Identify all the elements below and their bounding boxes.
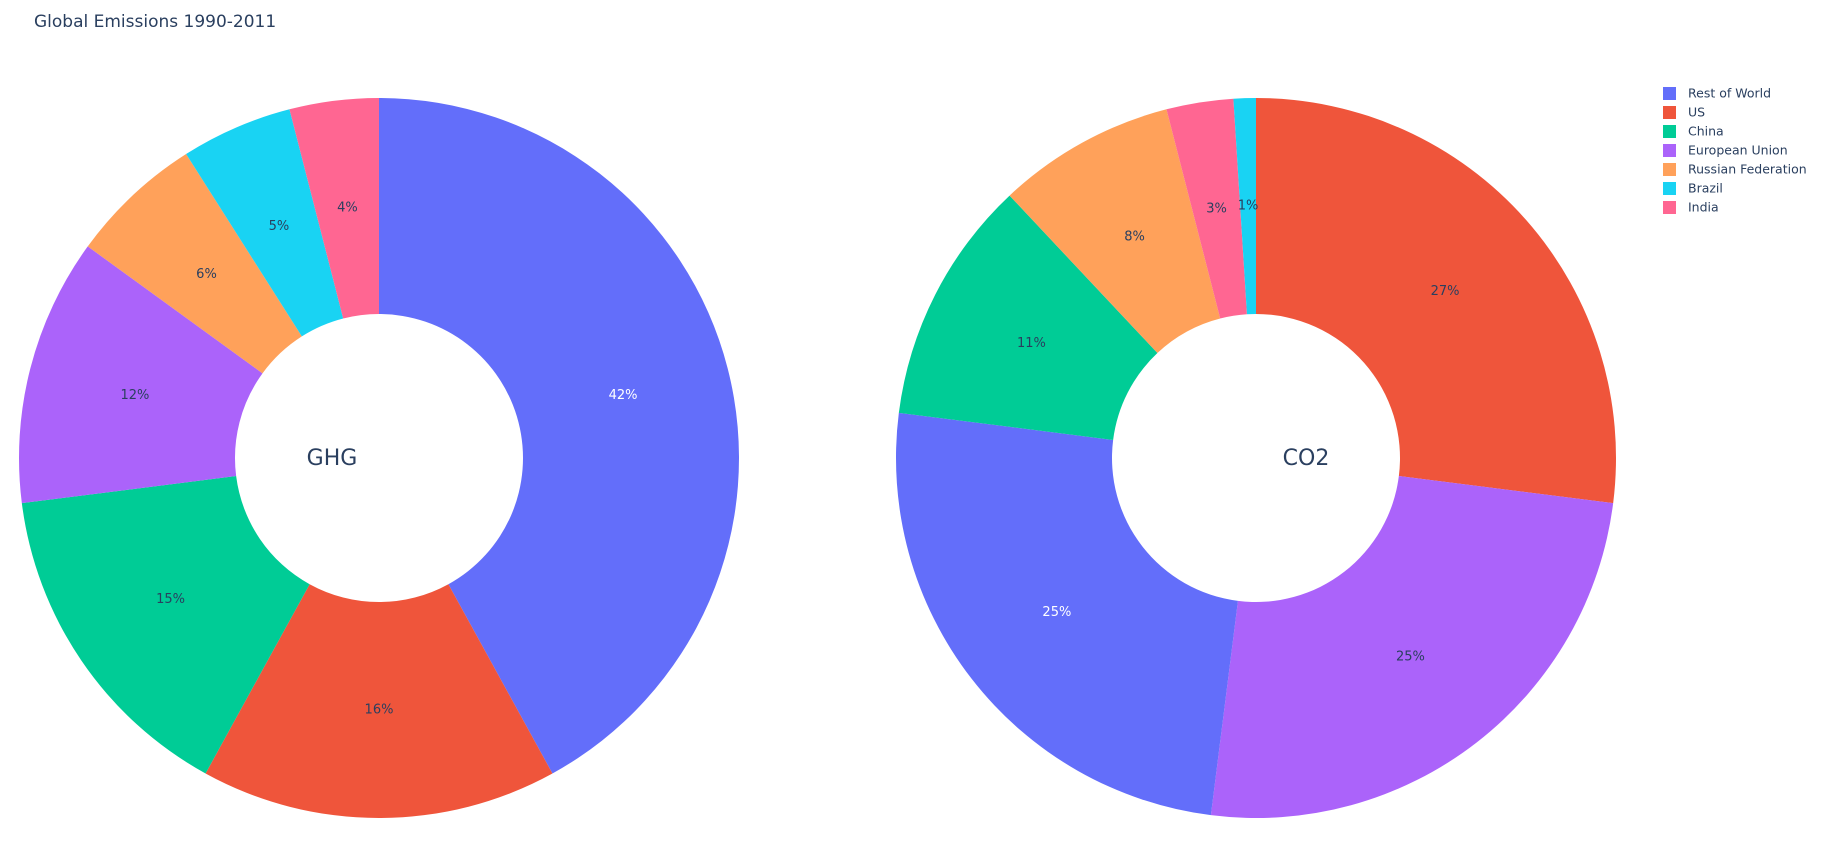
slice-ghg-us[interactable] <box>205 584 553 818</box>
donut-co2: 27% 25% 25% 11% 8% 3% 1% CO2 <box>895 98 1617 818</box>
slice-label-co2-india: 3% <box>1206 202 1227 217</box>
legend-item-india[interactable]: India <box>1663 200 1719 215</box>
slice-label-co2-brazil: 1% <box>1238 199 1259 214</box>
legend-item-european-union[interactable]: European Union <box>1663 143 1788 158</box>
slice-ghg-rest-of-world[interactable] <box>379 98 740 774</box>
legend-label-india: India <box>1688 200 1719 215</box>
donut-ghg: 42% 16% 15% 12% 6% 5% 4% GHG <box>19 98 740 818</box>
legend-item-us[interactable]: US <box>1663 105 1705 120</box>
legend-swatch-rest-of-world <box>1663 87 1676 100</box>
legend-label-brazil: Brazil <box>1688 181 1723 196</box>
legend-item-russian-federation[interactable]: Russian Federation <box>1663 162 1807 177</box>
legend: Rest of World US China European Union Russia… <box>1663 86 1807 215</box>
slice-co2-brazil[interactable] <box>1233 98 1256 315</box>
slice-ghg-russian-federation[interactable] <box>87 154 302 374</box>
legend-swatch-china <box>1663 125 1676 138</box>
legend-swatch-brazil <box>1663 182 1676 195</box>
slice-label-co2-china: 11% <box>1017 336 1046 351</box>
chart-title: Global Emissions 1990-2011 <box>34 12 276 32</box>
legend-label-us: US <box>1688 105 1705 120</box>
center-label-co2: CO2 <box>1283 446 1330 471</box>
slice-co2-us[interactable] <box>1256 98 1617 504</box>
slice-label-co2-russian-federation: 8% <box>1124 230 1145 245</box>
legend-swatch-us <box>1663 106 1676 119</box>
legend-swatch-russian-federation <box>1663 163 1676 176</box>
legend-item-china[interactable]: China <box>1663 124 1724 139</box>
legend-item-rest-of-world[interactable]: Rest of World <box>1663 86 1771 101</box>
legend-label-rest-of-world: Rest of World <box>1688 86 1771 101</box>
slice-label-ghg-russian-federation: 6% <box>196 267 217 282</box>
slice-label-ghg-brazil: 5% <box>269 219 290 234</box>
slice-co2-european-union[interactable] <box>1210 476 1614 818</box>
slice-label-co2-european-union: 25% <box>1396 650 1425 665</box>
slice-label-ghg-china: 15% <box>156 592 185 607</box>
legend-swatch-india <box>1663 201 1676 214</box>
slice-co2-india[interactable] <box>1166 98 1247 319</box>
slice-co2-rest-of-world[interactable] <box>895 412 1238 816</box>
legend-item-brazil[interactable]: Brazil <box>1663 181 1723 196</box>
slice-label-ghg-european-union: 12% <box>120 388 149 403</box>
slice-label-ghg-rest-of-world: 42% <box>609 388 638 403</box>
slice-label-co2-us: 27% <box>1431 284 1460 299</box>
legend-label-china: China <box>1688 124 1724 139</box>
slice-ghg-european-union[interactable] <box>19 246 263 504</box>
slice-ghg-india[interactable] <box>289 98 379 319</box>
center-label-ghg: GHG <box>307 446 358 471</box>
slice-ghg-brazil[interactable] <box>186 109 344 337</box>
legend-label-european-union: European Union <box>1688 143 1788 158</box>
slice-co2-china[interactable] <box>898 195 1158 440</box>
slice-ghg-china[interactable] <box>21 476 310 774</box>
slice-co2-russian-federation[interactable] <box>1009 109 1221 354</box>
legend-swatch-european-union <box>1663 144 1676 157</box>
slice-label-ghg-us: 16% <box>365 703 394 718</box>
legend-label-russian-federation: Russian Federation <box>1688 162 1807 177</box>
slice-label-co2-rest-of-world: 25% <box>1042 605 1071 620</box>
slice-label-ghg-india: 4% <box>337 200 358 215</box>
